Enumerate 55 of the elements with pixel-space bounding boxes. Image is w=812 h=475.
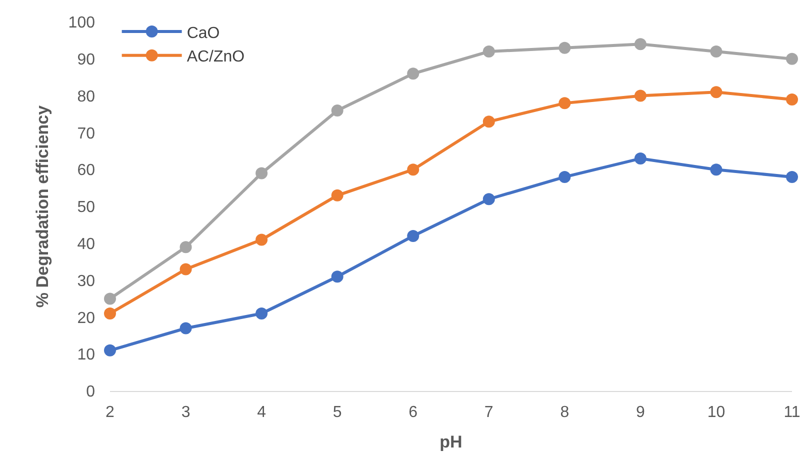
y-tick-label: 90 [77,52,96,68]
point [482,116,495,128]
x-axis-title: pH [440,432,462,452]
point [558,97,571,110]
point [104,344,116,356]
y-tick-label: 50 [77,199,96,216]
point [180,322,192,334]
point [256,167,268,180]
point [256,234,268,246]
point [634,90,646,102]
y-tick-label: 70 [77,125,96,142]
x-tick-label: 5 [332,404,342,422]
point [180,241,192,254]
x-tick-label: 2 [106,404,115,422]
x-tick-label: 3 [181,404,190,422]
point [786,170,798,183]
point [331,189,344,202]
point [634,152,646,165]
y-tick-label: 60 [77,162,96,180]
y-tick-label: 80 [77,88,96,106]
point [634,38,646,50]
legend-label: AC/ZnO [186,48,245,66]
point [407,230,420,242]
point [256,308,268,320]
x-tick-label: 7 [484,404,494,422]
point [482,46,495,58]
y-tick-label: 40 [77,236,96,253]
x-tick-label: 4 [257,404,266,422]
x-tick-label: 8 [560,404,570,422]
point [786,93,798,106]
legend-label: CaO [186,24,220,42]
point [331,270,344,283]
point [710,164,722,176]
x-tick-label: 10 [707,404,726,422]
point [710,46,722,58]
point [407,68,420,80]
y-tick-label: 30 [77,272,96,290]
x-tick-label: 11 [784,404,800,422]
x-tick-label: 6 [408,404,418,422]
y-tick-label: 10 [77,346,96,364]
y-tick-label: 20 [77,310,96,327]
x-tick-label: 9 [636,404,645,422]
point [180,263,192,276]
point [786,52,798,65]
point [482,193,495,206]
y-tick-label: 0 [86,384,96,401]
point [104,308,116,320]
point [331,104,344,117]
y-tick-label: 100 [68,14,96,32]
point [558,42,571,54]
point [710,86,722,98]
point [104,292,116,305]
y-axis-title: % Degradation efficiency [32,104,52,308]
point [407,164,420,176]
point [558,170,571,183]
